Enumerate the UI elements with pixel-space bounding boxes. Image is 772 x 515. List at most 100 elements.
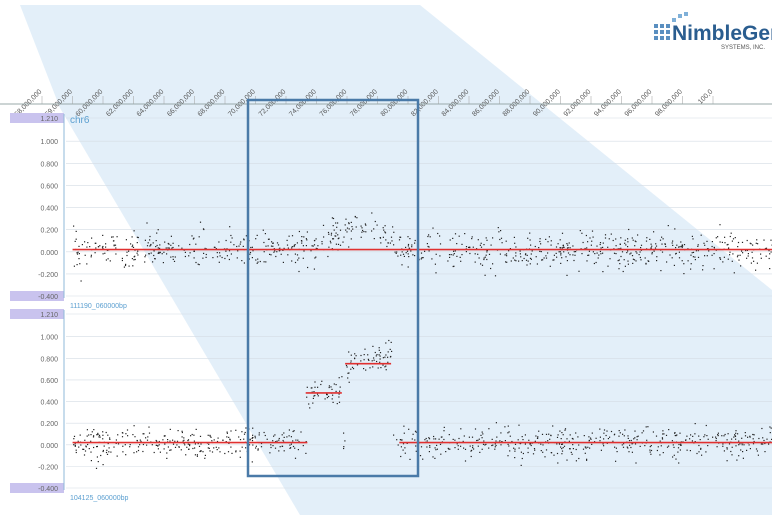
scatter-point — [605, 434, 607, 437]
scatter-point — [480, 434, 482, 436]
scatter-point — [262, 229, 264, 231]
scatter-point — [209, 434, 211, 436]
scatter-point — [548, 236, 550, 238]
scatter-point — [104, 252, 106, 254]
scatter-point — [159, 244, 161, 246]
scatter-point — [524, 254, 527, 256]
scatter-point — [540, 443, 542, 445]
scatter-point — [166, 253, 168, 255]
scatter-point — [438, 438, 440, 440]
scatter-point — [566, 260, 568, 262]
scatter-point — [622, 446, 625, 448]
scatter-point — [450, 254, 452, 256]
scatter-point — [301, 240, 303, 242]
scatter-point — [306, 239, 308, 241]
scatter-point — [627, 241, 629, 243]
scatter-point — [458, 235, 460, 237]
scatter-point — [764, 442, 766, 445]
scatter-point — [414, 255, 416, 257]
scatter-point — [276, 440, 278, 442]
scatter-point — [115, 247, 117, 249]
scatter-point — [587, 241, 589, 243]
scatter-point — [341, 376, 343, 378]
scatter-point — [753, 260, 755, 262]
scatter-point — [331, 217, 333, 219]
scatter-point — [750, 262, 752, 264]
scatter-point — [338, 401, 341, 403]
scatter-point — [408, 428, 410, 430]
scatter-point — [449, 448, 451, 450]
scatter-point — [292, 440, 294, 442]
scatter-point — [218, 447, 220, 449]
scatter-point — [364, 223, 366, 225]
scatter-point — [713, 268, 715, 270]
scatter-point — [348, 246, 350, 248]
scatter-point — [400, 254, 402, 256]
scatter-point — [108, 451, 110, 453]
logo-dot — [666, 36, 670, 40]
scatter-point — [316, 393, 319, 395]
scatter-point — [586, 458, 588, 460]
scatter-point — [624, 239, 626, 241]
scatter-point — [383, 229, 385, 231]
scatter-point — [212, 257, 214, 259]
scatter-point — [483, 257, 485, 259]
scatter-point — [609, 258, 611, 260]
scatter-point — [126, 429, 129, 431]
x-tick-label: 98,000,000 — [654, 88, 684, 118]
scatter-point — [328, 386, 330, 389]
scatter-point — [514, 448, 516, 450]
scatter-point — [525, 253, 527, 255]
scatter-point — [300, 431, 302, 433]
scatter-point — [472, 246, 474, 248]
scatter-point — [291, 235, 294, 237]
scatter-point — [112, 240, 115, 242]
scatter-point — [397, 444, 399, 446]
scatter-point — [204, 454, 206, 456]
logo-dot — [672, 18, 676, 22]
scatter-point — [422, 257, 424, 259]
scatter-point — [269, 452, 271, 454]
scatter-point — [346, 227, 349, 229]
scatter-point — [615, 238, 617, 240]
scatter-point — [294, 447, 296, 449]
scatter-point — [111, 236, 113, 238]
scatter-point — [706, 240, 708, 242]
scatter-point — [96, 445, 98, 448]
scatter-point — [276, 242, 279, 244]
scatter-point — [692, 238, 694, 240]
y-tick-label: 1.000 — [40, 139, 58, 146]
scatter-point — [376, 354, 378, 356]
scatter-point — [184, 251, 186, 253]
scatter-point — [723, 450, 725, 452]
scatter-point — [592, 236, 594, 238]
scatter-point — [746, 449, 748, 451]
scatter-point — [530, 444, 532, 447]
scatter-point — [350, 354, 352, 356]
scatter-point — [603, 432, 605, 434]
scatter-point — [85, 446, 87, 448]
scatter-point — [283, 247, 285, 249]
scatter-point — [531, 250, 533, 252]
scatter-point — [559, 251, 561, 253]
scatter-point — [102, 253, 104, 255]
scatter-point — [312, 397, 314, 399]
scatter-point — [483, 258, 485, 261]
scatter-point — [424, 439, 426, 441]
scatter-point — [433, 438, 435, 440]
scatter-point — [615, 447, 617, 449]
scatter-point — [453, 253, 455, 255]
scatter-point — [251, 246, 253, 248]
scatter-points — [73, 212, 772, 282]
scatter-point — [167, 242, 169, 245]
scatter-point — [635, 462, 637, 464]
scatter-point — [564, 428, 567, 430]
scatter-point — [134, 436, 136, 438]
scatter-point — [361, 231, 363, 233]
scatter-point — [330, 242, 332, 244]
scatter-point — [574, 254, 576, 256]
scatter-point — [480, 242, 482, 244]
scatter-point — [409, 238, 411, 240]
scatter-point — [769, 268, 771, 270]
scatter-point — [351, 226, 353, 228]
